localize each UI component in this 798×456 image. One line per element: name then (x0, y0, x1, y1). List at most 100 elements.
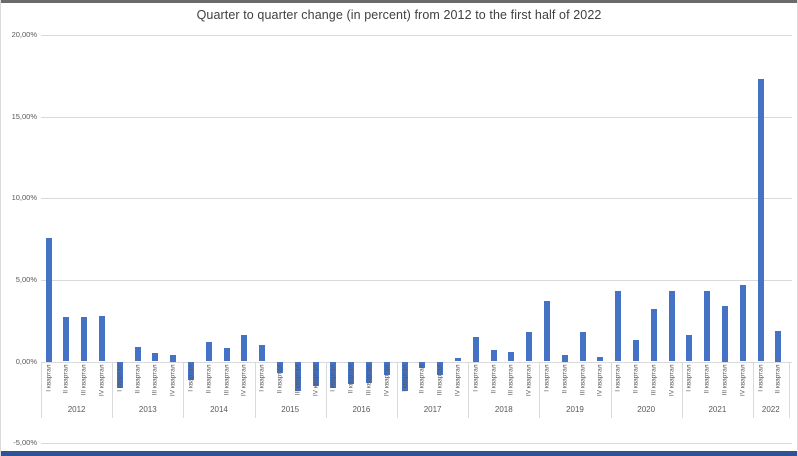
bar-2019-q1 (543, 301, 550, 362)
x-axis-year-label: 2013 (138, 405, 157, 414)
x-axis-quarter-label: III квартал (579, 364, 586, 396)
y-axis-tick-label: 15,00% (11, 111, 37, 121)
x-axis-quarter-label: II квартал (347, 364, 355, 394)
x-axis-quarter-label: I квартал (116, 364, 124, 392)
x-axis-quarter-label: IV квартал (596, 364, 604, 397)
x-axis-quarter-label: III квартал (436, 364, 444, 396)
x-axis-quarter-label: IV квартал (169, 364, 177, 397)
x-axis-quarter-label: I квартал (329, 364, 337, 392)
bar-2018-q2 (490, 350, 497, 362)
bar-2016-q3 (365, 361, 372, 383)
category-group-separator (681, 363, 683, 418)
x-axis-quarter-label: IV квартал (739, 364, 747, 397)
bar-2013-q4 (170, 355, 177, 362)
bar-2012-q2 (63, 317, 70, 362)
x-axis-quarter-label: IV квартал (383, 364, 391, 397)
x-axis-quarter-label: III квартал (294, 364, 302, 396)
bar-2012-q4 (98, 315, 105, 362)
bar-2020-q3 (650, 309, 657, 362)
category-group-separator (610, 363, 612, 418)
bar-2020-q2 (632, 340, 639, 362)
x-axis-year-label: 2019 (566, 405, 584, 414)
category-group-separator (397, 363, 398, 418)
bar-2012-q1 (45, 237, 52, 362)
bar-2016-q2 (348, 361, 355, 385)
gridline (41, 443, 792, 445)
gridline (41, 35, 792, 37)
category-group-separator (41, 363, 42, 418)
gridline (41, 361, 792, 363)
window-bottom-edge (1, 451, 797, 456)
bar-2015-q3 (294, 361, 301, 391)
x-axis-year-label: 2015 (281, 405, 300, 414)
bar-2015-q1 (259, 345, 266, 362)
bar-2012-q3 (81, 317, 88, 362)
bar-2021-q1 (686, 335, 693, 362)
x-axis-quarter-label: I квартал (685, 364, 693, 392)
bar-2013-q2 (134, 346, 141, 362)
gridline (41, 279, 792, 281)
x-axis-quarter-label: II квартал (134, 364, 141, 394)
bar-2020-q4 (668, 291, 675, 362)
category-group-separator (753, 363, 754, 418)
x-axis-quarter-label: II квартал (703, 364, 711, 394)
bar-2022-q1 (757, 79, 764, 362)
x-axis-quarter-label: I квартал (757, 364, 764, 392)
x-axis-quarter-label: II квартал (276, 364, 284, 394)
bar-2018-q4 (526, 332, 533, 362)
x-axis-quarter-label: II квартал (205, 364, 213, 394)
x-axis-quarter-label: I квартал (614, 364, 622, 392)
x-axis-quarter-label: II квартал (632, 364, 640, 394)
category-group-separator (112, 363, 114, 418)
x-axis-quarter-label: I квартал (45, 364, 52, 392)
y-axis-tick-label: 20,00% (11, 30, 37, 40)
x-axis-year-label: 2022 (761, 405, 780, 414)
x-axis-quarter-label: IV квартал (240, 364, 248, 397)
bar-2017-q2 (419, 361, 426, 368)
category-group-separator (254, 363, 256, 418)
bar-2018-q3 (508, 351, 515, 362)
x-axis-quarter-label: I квартал (187, 364, 195, 392)
x-axis-quarter-label: III квартал (80, 364, 88, 396)
category-group-separator (183, 363, 185, 418)
x-axis-quarter-label: I квартал (543, 364, 551, 392)
bar-2016-q4 (383, 361, 390, 375)
x-axis-quarter-label: III квартал (151, 364, 159, 396)
window-top-edge (1, 0, 797, 3)
x-axis-quarter-label: III квартал (507, 364, 515, 396)
bar-2013-q1 (116, 361, 123, 388)
x-axis-quarter-label: II квартал (62, 364, 70, 394)
y-axis-tick-label: 10,00% (11, 193, 37, 203)
x-axis-quarter-label: II квартал (774, 364, 782, 394)
x-axis-quarter-label: IV квартал (312, 364, 319, 397)
x-axis-quarter-label: I квартал (258, 364, 266, 392)
bar-2020-q1 (615, 291, 622, 362)
x-axis-quarter-label: II квартал (418, 364, 426, 394)
x-axis-year-label: 2021 (708, 405, 727, 414)
bar-2021-q4 (739, 284, 746, 362)
bar-2016-q1 (330, 361, 337, 388)
bar-2021-q2 (704, 291, 711, 362)
bar-2014-q2 (205, 341, 212, 362)
category-group-separator (539, 363, 541, 418)
y-axis-tick-label: -5,00% (13, 438, 37, 448)
category-group-separator (788, 363, 790, 418)
category-group-separator (468, 363, 470, 418)
gridline (41, 116, 792, 118)
x-axis-quarter-label: IV квартал (525, 364, 533, 397)
x-axis-year-label: 2014 (210, 405, 228, 414)
bar-2014-q4 (241, 335, 248, 362)
x-axis-quarter-label: II квартал (561, 364, 569, 394)
x-axis-quarter-label: IV квартал (98, 364, 106, 397)
x-axis-year-label: 2017 (423, 405, 442, 414)
bar-2014-q1 (187, 361, 194, 380)
x-axis-quarter-label: II квартал (490, 364, 497, 394)
bar-2017-q1 (401, 361, 408, 391)
bar-2013-q3 (152, 353, 159, 362)
gridline (41, 198, 792, 200)
bar-2015-q4 (312, 361, 319, 386)
x-axis-quarter-label: IV квартал (668, 364, 675, 397)
x-axis-quarter-label: III квартал (365, 364, 373, 396)
bar-2017-q4 (454, 358, 461, 362)
